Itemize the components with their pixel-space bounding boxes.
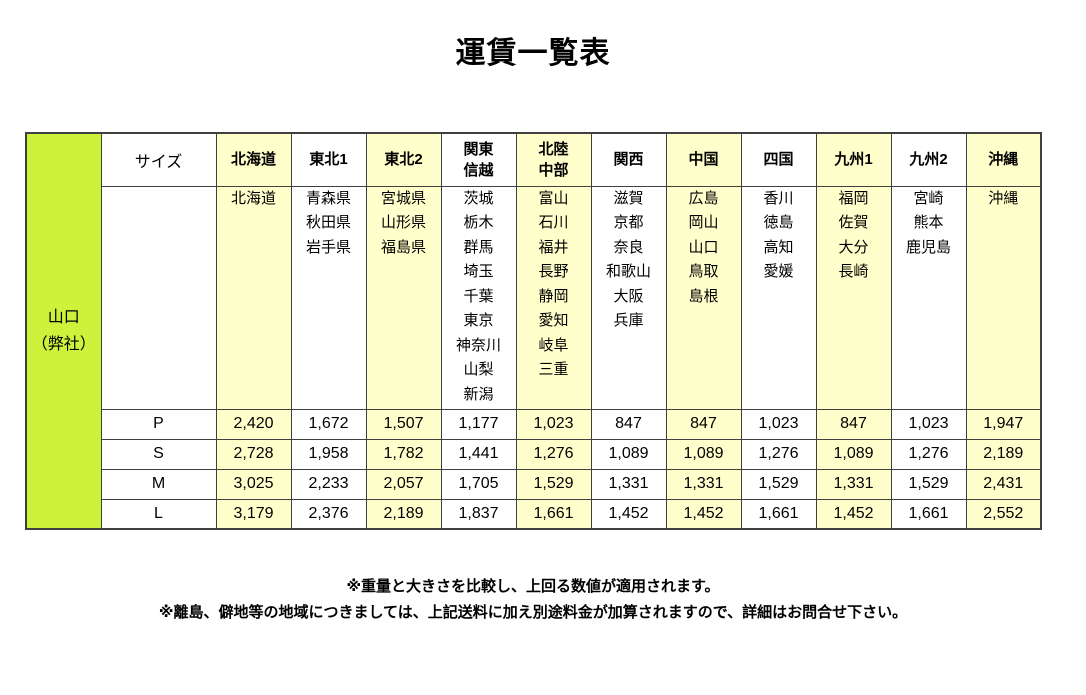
region-header-kansai: 関西 [590, 132, 667, 187]
price-row-m: M 3,025 2,233 2,057 1,705 1,529 1,331 1,… [26, 468, 1042, 500]
price-hokuriku-chubu-s: 1,276 [515, 438, 592, 470]
region-header-shikoku: 四国 [740, 132, 817, 187]
price-kansai-m: 1,331 [590, 468, 667, 500]
prefecture-list-chugoku: 広島 岡山 山口 鳥取 島根 [665, 185, 742, 410]
size-label-l: L [100, 498, 217, 530]
price-shikoku-l: 1,661 [740, 498, 817, 530]
prefecture-list-kanto-shinetsu: 茨城 栃木 群馬 埼玉 千葉 東京 神奈川 山梨 新潟 [440, 185, 517, 410]
price-tohoku-2-m: 2,057 [365, 468, 442, 500]
size-label-m: M [100, 468, 217, 500]
price-kyushu-1-s: 1,089 [815, 438, 892, 470]
region-header-kyushu-2: 九州2 [890, 132, 967, 187]
region-header-chugoku: 中国 [665, 132, 742, 187]
price-chugoku-m: 1,331 [665, 468, 742, 500]
price-hokkaido-l: 3,179 [215, 498, 292, 530]
price-kanto-shinetsu-s: 1,441 [440, 438, 517, 470]
price-chugoku-s: 1,089 [665, 438, 742, 470]
price-kanto-shinetsu-l: 1,837 [440, 498, 517, 530]
price-hokuriku-chubu-p: 1,023 [515, 408, 592, 440]
price-hokuriku-chubu-l: 1,661 [515, 498, 592, 530]
price-row-l: L 3,179 2,376 2,189 1,837 1,661 1,452 1,… [26, 498, 1042, 530]
prefecture-list-okinawa: 沖縄 [965, 185, 1042, 410]
prefecture-list-kyushu-1: 福岡 佐賀 大分 長崎 [815, 185, 892, 410]
price-hokkaido-p: 2,420 [215, 408, 292, 440]
price-tohoku-2-p: 1,507 [365, 408, 442, 440]
price-kyushu-2-p: 1,023 [890, 408, 967, 440]
region-header-hokkaido: 北海道 [215, 132, 292, 187]
price-okinawa-s: 2,189 [965, 438, 1042, 470]
prefecture-list-tohoku-1: 青森県 秋田県 岩手県 [290, 185, 367, 410]
prefecture-list-hokkaido: 北海道 [215, 185, 292, 410]
price-kyushu-2-s: 1,276 [890, 438, 967, 470]
prefecture-list-shikoku: 香川 徳島 高知 愛媛 [740, 185, 817, 410]
price-shikoku-m: 1,529 [740, 468, 817, 500]
price-tohoku-2-s: 1,782 [365, 438, 442, 470]
price-okinawa-m: 2,431 [965, 468, 1042, 500]
size-label-p: P [100, 408, 217, 440]
price-okinawa-l: 2,552 [965, 498, 1042, 530]
price-chugoku-l: 1,452 [665, 498, 742, 530]
price-shikoku-p: 1,023 [740, 408, 817, 440]
prefecture-row: 北海道 青森県 秋田県 岩手県 宮城県 山形県 福島県 茨城 栃木 群馬 埼玉 … [26, 185, 1042, 410]
note-weight: ※重量と大きさを比較し、上回る数値が適用されます。 [346, 578, 720, 595]
price-tohoku-2-l: 2,189 [365, 498, 442, 530]
size-column-header: サイズ [100, 132, 217, 187]
region-header-okinawa: 沖縄 [965, 132, 1042, 187]
region-header-tohoku-2: 東北2 [365, 132, 442, 187]
price-shikoku-s: 1,276 [740, 438, 817, 470]
prefecture-list-kansai: 滋賀 京都 奈良 和歌山 大阪 兵庫 [590, 185, 667, 410]
price-tohoku-1-l: 2,376 [290, 498, 367, 530]
footnotes: ※重量と大きさを比較し、上回る数値が適用されます。 ※離島、僻地等の地域につきま… [25, 574, 1041, 626]
region-header-kanto-shinetsu: 関東 信越 [440, 132, 517, 187]
price-hokkaido-s: 2,728 [215, 438, 292, 470]
price-kanto-shinetsu-p: 1,177 [440, 408, 517, 440]
price-tohoku-1-m: 2,233 [290, 468, 367, 500]
region-header-tohoku-1: 東北1 [290, 132, 367, 187]
price-hokuriku-chubu-m: 1,529 [515, 468, 592, 500]
price-hokkaido-m: 3,025 [215, 468, 292, 500]
price-chugoku-p: 847 [665, 408, 742, 440]
region-header-kyushu-1: 九州1 [815, 132, 892, 187]
region-header-hokuriku-chubu: 北陸 中部 [515, 132, 592, 187]
price-kansai-p: 847 [590, 408, 667, 440]
prefecture-list-tohoku-2: 宮城県 山形県 福島県 [365, 185, 442, 410]
price-kyushu-1-l: 1,452 [815, 498, 892, 530]
price-kanto-shinetsu-m: 1,705 [440, 468, 517, 500]
price-kansai-l: 1,452 [590, 498, 667, 530]
price-kyushu-2-l: 1,661 [890, 498, 967, 530]
price-tohoku-1-p: 1,672 [290, 408, 367, 440]
size-label-s: S [100, 438, 217, 470]
price-kyushu-1-p: 847 [815, 408, 892, 440]
price-kyushu-2-m: 1,529 [890, 468, 967, 500]
note-remote-areas: ※離島、僻地等の地域につきましては、上記送料に加え別途料金が加算されますので、詳… [158, 604, 908, 621]
page-title: 運賃一覧表 [455, 37, 611, 70]
price-kansai-s: 1,089 [590, 438, 667, 470]
prefecture-list-kyushu-2: 宮崎 熊本 鹿児島 [890, 185, 967, 410]
fare-table: 山口 （弊社） サイズ 北海道 東北1 東北2 関東 信越 北陸 中部 関西 中… [25, 132, 1042, 530]
prefecture-list-hokuriku-chubu: 富山 石川 福井 長野 静岡 愛知 岐阜 三重 [515, 185, 592, 410]
header-row: 山口 （弊社） サイズ 北海道 東北1 東北2 関東 信越 北陸 中部 関西 中… [25, 132, 1042, 530]
origin-cell: 山口 （弊社） [25, 132, 102, 530]
size-blank-cell [100, 185, 217, 410]
price-okinawa-p: 1,947 [965, 408, 1042, 440]
price-kyushu-1-m: 1,331 [815, 468, 892, 500]
price-row-p: P 2,420 1,672 1,507 1,177 1,023 847 847 … [26, 408, 1042, 440]
price-row-s: S 2,728 1,958 1,782 1,441 1,276 1,089 1,… [26, 438, 1042, 470]
price-tohoku-1-s: 1,958 [290, 438, 367, 470]
